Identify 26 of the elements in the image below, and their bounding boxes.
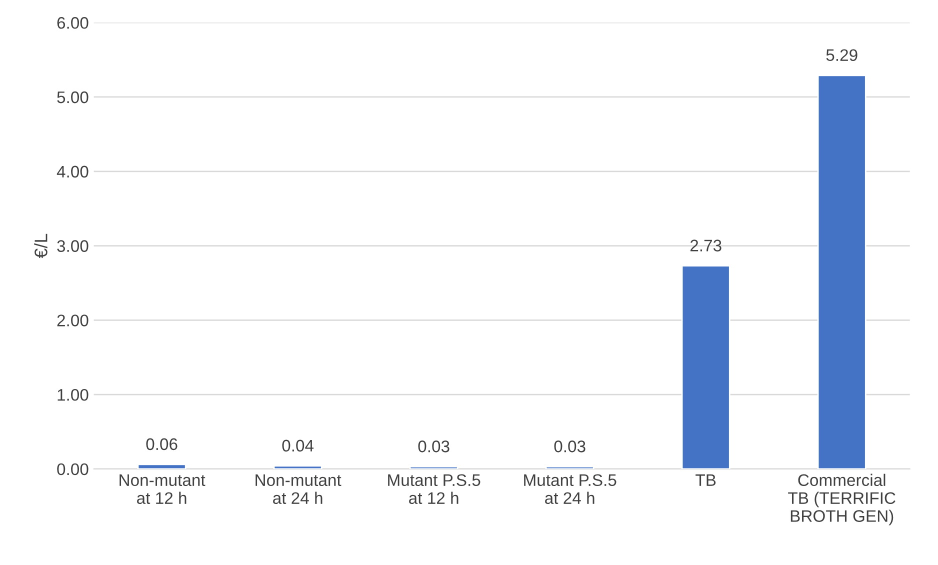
data-label: 5.29: [826, 49, 858, 62]
x-tick-label: Commercial TB (TERRIFIC BROTH GEN): [788, 474, 896, 526]
y-tick-label: 4.00: [56, 166, 88, 178]
data-label: 0.03: [554, 440, 586, 452]
bar: [273, 465, 322, 469]
data-label: 2.73: [690, 240, 722, 252]
data-label: 0.03: [418, 440, 450, 452]
x-tick-label: Non-mutant at 24 h: [256, 474, 342, 504]
y-tick-label: 3.00: [57, 240, 88, 252]
y-tick-label: 0.00: [57, 463, 88, 476]
y-tick-label: 5.00: [57, 91, 88, 104]
x-tick-label: Mutant P.S.5 at 24 h: [524, 474, 616, 504]
bar: [817, 74, 866, 469]
bar: [681, 265, 730, 469]
y-tick-label: 1.00: [58, 388, 88, 401]
y-axis-title: €/L: [34, 234, 48, 258]
bar: [137, 464, 186, 469]
x-tick-label: TB: [696, 474, 716, 486]
bar: [409, 466, 458, 469]
bar: [545, 466, 594, 469]
y-tick-label: 6.00: [57, 17, 88, 29]
y-tick-label: 2.00: [57, 314, 88, 326]
data-label: 0.04: [282, 440, 314, 452]
x-tick-label: Mutant P.S.5 at 12 h: [388, 474, 480, 504]
x-tick-label: Non-mutant at 12 h: [120, 474, 206, 504]
data-label: 0.06: [146, 438, 178, 450]
